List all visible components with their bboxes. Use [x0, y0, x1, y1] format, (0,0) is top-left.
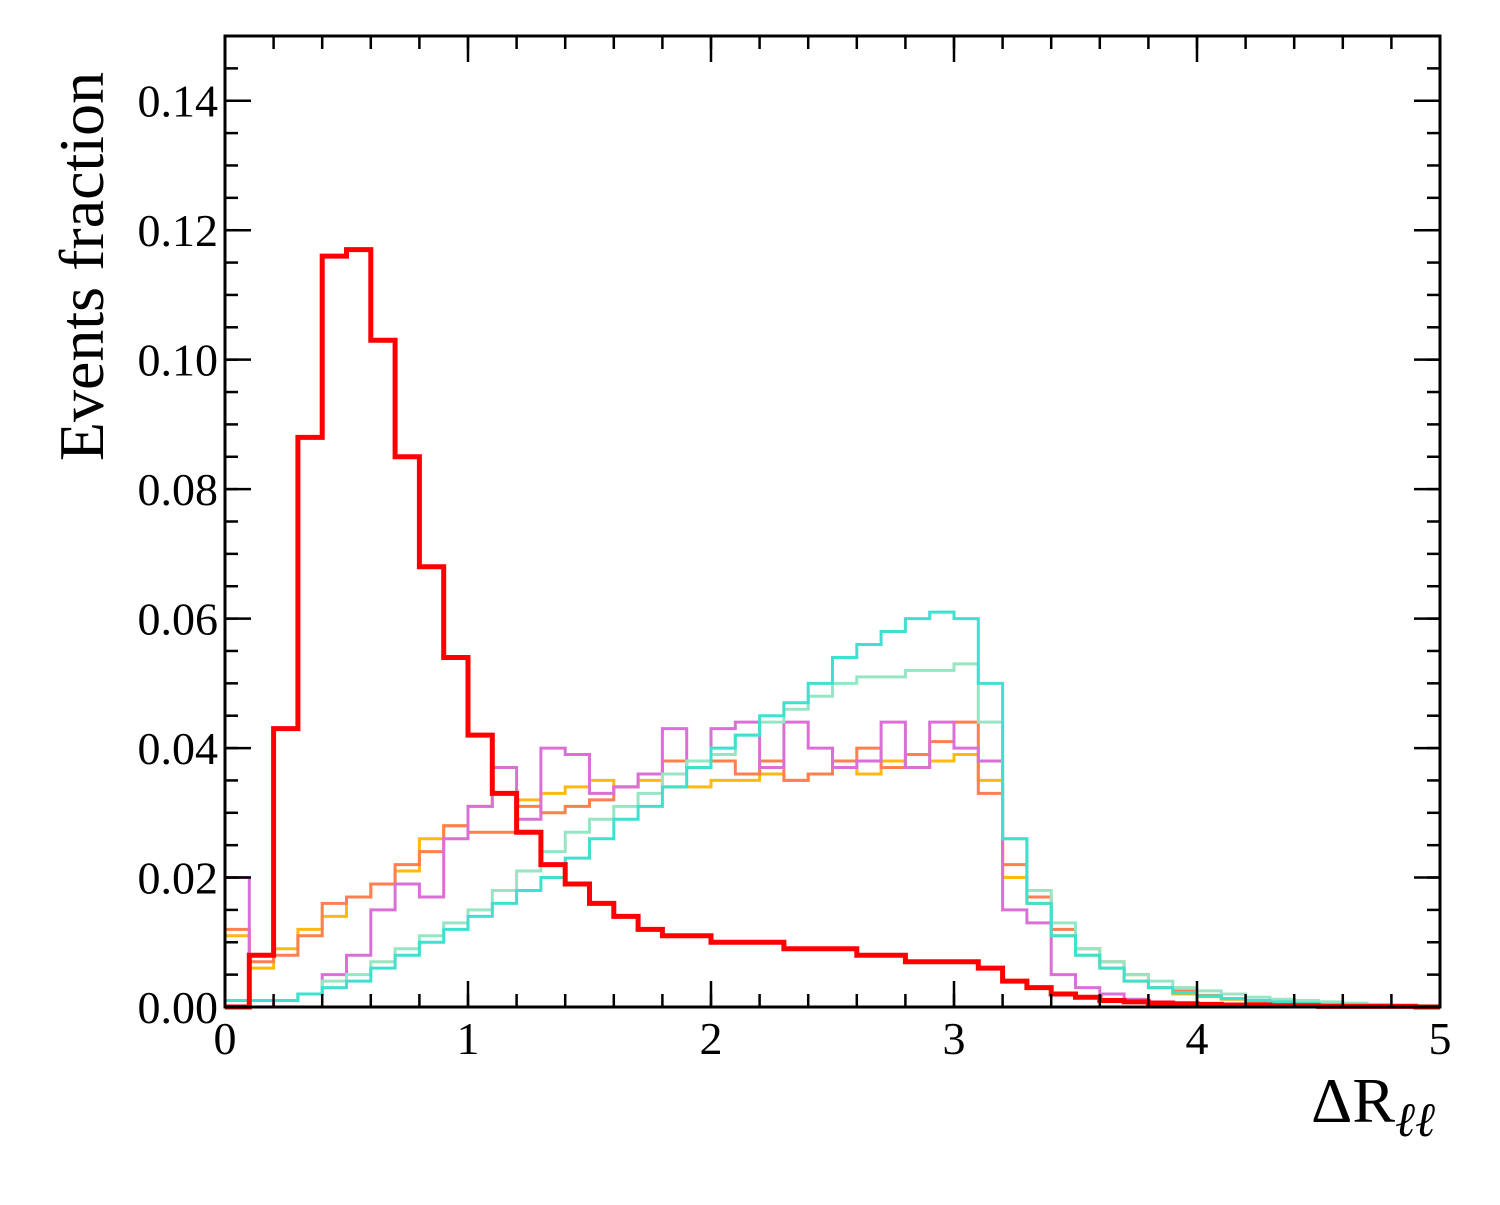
series-line-5 — [223, 610, 1440, 1008]
x-tick-label: 4 — [1186, 1013, 1209, 1064]
series-line-1 — [223, 753, 1440, 1008]
x-axis-title-subscript: ℓℓ — [1395, 1094, 1435, 1147]
y-tick-label: 0.02 — [138, 853, 219, 904]
y-tick-label: 0.06 — [138, 594, 219, 645]
plot-frame — [223, 34, 1442, 1009]
x-axis-title-main: ΔR — [1311, 1065, 1395, 1136]
x-tick-label: 5 — [1429, 1013, 1452, 1064]
ticks-layer — [223, 34, 1442, 1009]
x-tick-label: 2 — [700, 1013, 723, 1064]
y-tick-label: 0.00 — [138, 982, 219, 1033]
x-tick-label: 0 — [214, 1013, 237, 1064]
y-axis-title: Events fraction — [46, 72, 117, 461]
y-tick-label: 0.10 — [138, 335, 219, 386]
series-layer — [223, 247, 1440, 1010]
y-tick-label: 0.14 — [138, 76, 219, 127]
x-tick-label: 3 — [943, 1013, 966, 1064]
y-tick-label: 0.08 — [138, 464, 219, 515]
x-tick-labels: 0 1 2 3 4 5 — [214, 1013, 1452, 1064]
x-axis-title: ΔRℓℓ — [1311, 1065, 1435, 1147]
x-tick-label: 1 — [457, 1013, 480, 1064]
y-tick-label: 0.04 — [138, 723, 219, 774]
y-tick-label: 0.12 — [138, 205, 219, 256]
y-tick-labels: 0.00 0.02 0.04 0.06 0.08 0.10 0.12 0.14 — [138, 76, 219, 1033]
series-line-6 — [225, 247, 1440, 1010]
